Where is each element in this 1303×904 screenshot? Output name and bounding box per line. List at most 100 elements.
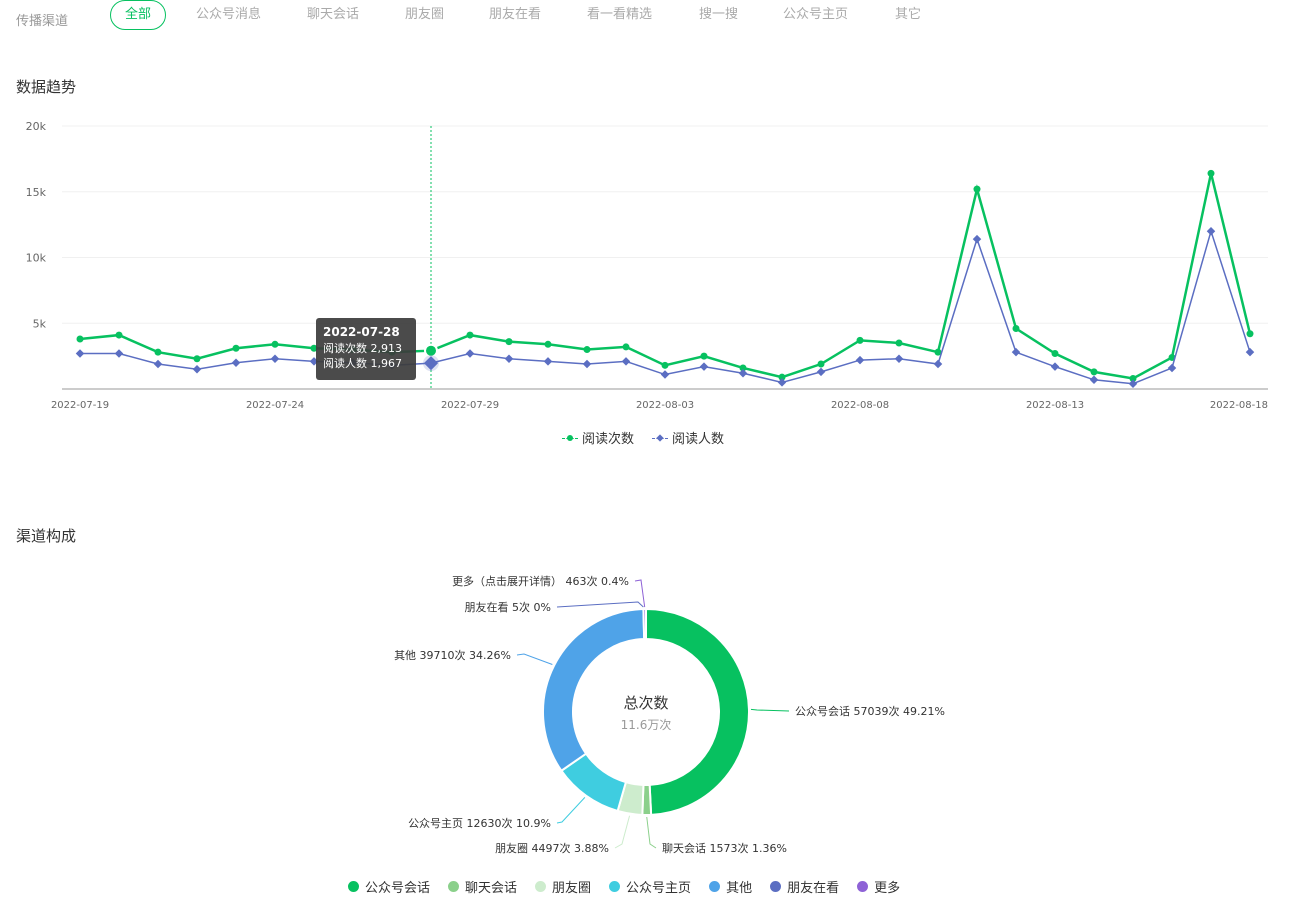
- slice-label-line: [614, 815, 631, 849]
- legend-moments[interactable]: 朋友圈: [535, 877, 591, 896]
- point-readers: [777, 378, 787, 387]
- legend-official-session[interactable]: 公众号会话: [348, 877, 430, 896]
- trend-title: 数据趋势: [16, 78, 77, 96]
- y-tick-label: 20k: [26, 120, 47, 133]
- legend-label: 朋友圈: [552, 881, 592, 896]
- point-reads: [424, 343, 438, 358]
- point-readers: [1128, 379, 1138, 388]
- tab-friends-watching[interactable]: 朋友在看: [489, 7, 542, 22]
- legend-dot: [709, 881, 721, 892]
- point-readers: [465, 349, 475, 358]
- tooltip-reads: 阅读次数 2,913: [323, 342, 402, 355]
- point-readers: [582, 359, 592, 369]
- point-readers: [1167, 363, 1177, 373]
- point-readers: [855, 355, 865, 365]
- point-reads: [1207, 169, 1215, 177]
- point-reads: [232, 344, 240, 352]
- legend-readers[interactable]: 阅读人数: [652, 428, 724, 447]
- series-line-reads: [79, 173, 1252, 380]
- x-tick-label: 2022-07-24: [246, 400, 304, 410]
- tab-all[interactable]: 全部: [110, 0, 167, 30]
- slice-label-line: [556, 601, 644, 608]
- point-reads: [1090, 368, 1098, 376]
- legend-dot: [448, 881, 460, 892]
- legend-other[interactable]: 其他: [709, 877, 752, 896]
- legend-readers-label: 阅读人数: [672, 432, 725, 447]
- slice-label: 其他 39710次 34.26%: [394, 648, 511, 662]
- legend-official-homepage[interactable]: 公众号主页: [609, 877, 691, 896]
- point-reads: [310, 344, 318, 352]
- point-reads: [778, 373, 786, 381]
- trend-legend: 阅读次数 阅读人数: [562, 428, 742, 447]
- legend-dot: [609, 881, 621, 892]
- slice-label-line: [750, 708, 790, 712]
- point-readers: [114, 349, 124, 358]
- point-reads: [661, 361, 669, 369]
- tab-search[interactable]: 搜一搜: [699, 7, 739, 22]
- tooltip-date: 2022-07-28: [323, 325, 400, 339]
- donut-slice: [645, 607, 750, 816]
- legend-dot: [535, 881, 547, 892]
- point-readers: [192, 365, 202, 374]
- composition-donut-chart[interactable]: 公众号会话 57039次 49.21% 聊天会话 1573次 1.36% 朋友圈 4…: [0, 560, 1303, 870]
- tab-official-homepage[interactable]: 公众号主页: [783, 7, 849, 22]
- x-tick-label: 2022-08-13: [1026, 400, 1084, 410]
- slice-label: 朋友在看 5次 0%: [465, 600, 551, 614]
- legend-friends-watching[interactable]: 朋友在看: [770, 877, 839, 896]
- slice-label-line: [516, 653, 553, 665]
- x-tick-label: 2022-08-08: [831, 400, 889, 410]
- composition-legend: 公众号会话 聊天会话 朋友圈 公众号主页 其他 朋友在看 更多: [348, 877, 918, 896]
- legend-label: 公众号主页: [626, 881, 692, 896]
- x-tick-label: 2022-07-19: [51, 400, 109, 410]
- slice-label-line: [556, 797, 586, 824]
- slice-label: 公众号主页 12630次 10.9%: [408, 816, 551, 830]
- point-readers: [1050, 362, 1060, 371]
- legend-dot: [770, 881, 782, 892]
- x-tick-label: 2022-08-18: [1210, 400, 1268, 410]
- legend-readers-key: [652, 433, 669, 443]
- point-reads: [505, 338, 513, 346]
- y-tick-label: 5k: [33, 317, 47, 330]
- channel-tabs: 传播渠道 全部 公众号消息 聊天会话 朋友圈 朋友在看 看一看精选 搜一搜 公众…: [0, 0, 1303, 34]
- legend-label: 更多: [874, 881, 901, 896]
- donut-center-value: 11.6万次: [621, 718, 672, 732]
- legend-dot: [348, 881, 359, 892]
- slice-label-line: [646, 816, 657, 849]
- point-readers: [660, 370, 670, 379]
- composition-title: 渠道构成: [16, 527, 77, 545]
- donut-slice: [542, 608, 646, 773]
- slice-label: 公众号会话 57039次 49.21%: [795, 704, 945, 718]
- legend-dot: [857, 881, 869, 892]
- point-reads: [1051, 349, 1059, 357]
- point-reads: [1012, 325, 1020, 333]
- point-readers: [933, 359, 943, 369]
- slice-label-line: [634, 579, 646, 608]
- point-reads: [934, 348, 942, 356]
- tooltip-readers: 阅读人数 1,967: [323, 357, 402, 370]
- slice-label: 朋友圈 4497次 3.88%: [495, 841, 609, 855]
- point-reads: [271, 340, 279, 348]
- legend-chat-session[interactable]: 聊天会话: [448, 877, 517, 896]
- legend-label: 公众号会话: [365, 881, 431, 896]
- point-readers: [816, 367, 826, 377]
- tab-chat-sessions[interactable]: 聊天会话: [307, 7, 360, 22]
- y-tick-label: 15k: [26, 186, 47, 199]
- legend-label: 聊天会话: [465, 881, 518, 896]
- legend-more[interactable]: 更多: [857, 877, 900, 896]
- slice-label: 更多（点击展开详情） 463次 0.4%: [452, 574, 629, 588]
- legend-label: 朋友在看: [787, 881, 840, 896]
- legend-reads[interactable]: 阅读次数: [562, 428, 634, 447]
- x-tick-label: 2022-07-29: [441, 400, 499, 410]
- point-reads: [544, 340, 552, 348]
- point-reads: [817, 360, 825, 368]
- point-readers: [1206, 226, 1216, 236]
- point-readers: [231, 358, 241, 367]
- point-readers: [1089, 375, 1099, 385]
- tab-official-messages[interactable]: 公众号消息: [196, 7, 262, 22]
- tab-moments[interactable]: 朋友圈: [405, 7, 445, 22]
- point-reads: [700, 352, 708, 360]
- tab-top-stories[interactable]: 看一看精选: [587, 7, 653, 22]
- point-reads: [739, 364, 747, 372]
- tab-other[interactable]: 其它: [895, 7, 922, 22]
- trend-chart[interactable]: 5k 10k 15k 20k 2022-07-19 2022-07-24 2022-07-2…: [0, 110, 1303, 410]
